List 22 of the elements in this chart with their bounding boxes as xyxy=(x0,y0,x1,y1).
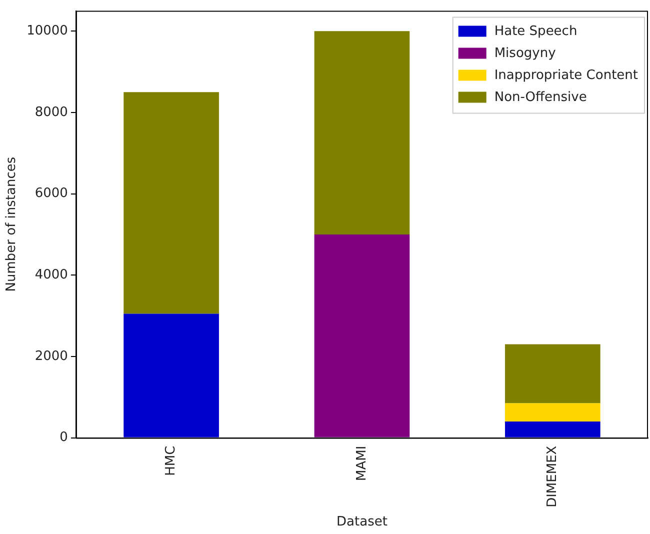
y-tick-label: 10000 xyxy=(26,24,68,39)
legend-label: Inappropriate Content xyxy=(494,68,638,84)
legend-label: Hate Speech xyxy=(494,24,578,40)
bar xyxy=(124,92,219,314)
x-tick-label: DIMEMEX xyxy=(545,446,560,508)
bar xyxy=(504,403,600,422)
y-axis-title: Number of instances xyxy=(4,156,20,292)
bar xyxy=(504,344,600,404)
y-tick-label: 4000 xyxy=(34,268,68,282)
bar xyxy=(314,234,410,438)
y-tick-label: 0 xyxy=(60,430,68,446)
y-tick-label: 8000 xyxy=(34,104,68,120)
bar xyxy=(314,31,410,234)
x-tick-label: HMC xyxy=(164,446,179,476)
x-axis-title: Dataset xyxy=(336,514,388,530)
legend-label: Non-Offensive xyxy=(494,90,587,106)
x-tick-label: MAMI xyxy=(354,446,370,481)
bar xyxy=(504,422,600,438)
bar xyxy=(124,314,219,438)
y-tick-label: 6000 xyxy=(34,186,68,202)
y-tick-label: 2000 xyxy=(34,348,68,364)
legend-label: Misogyny xyxy=(494,46,556,62)
